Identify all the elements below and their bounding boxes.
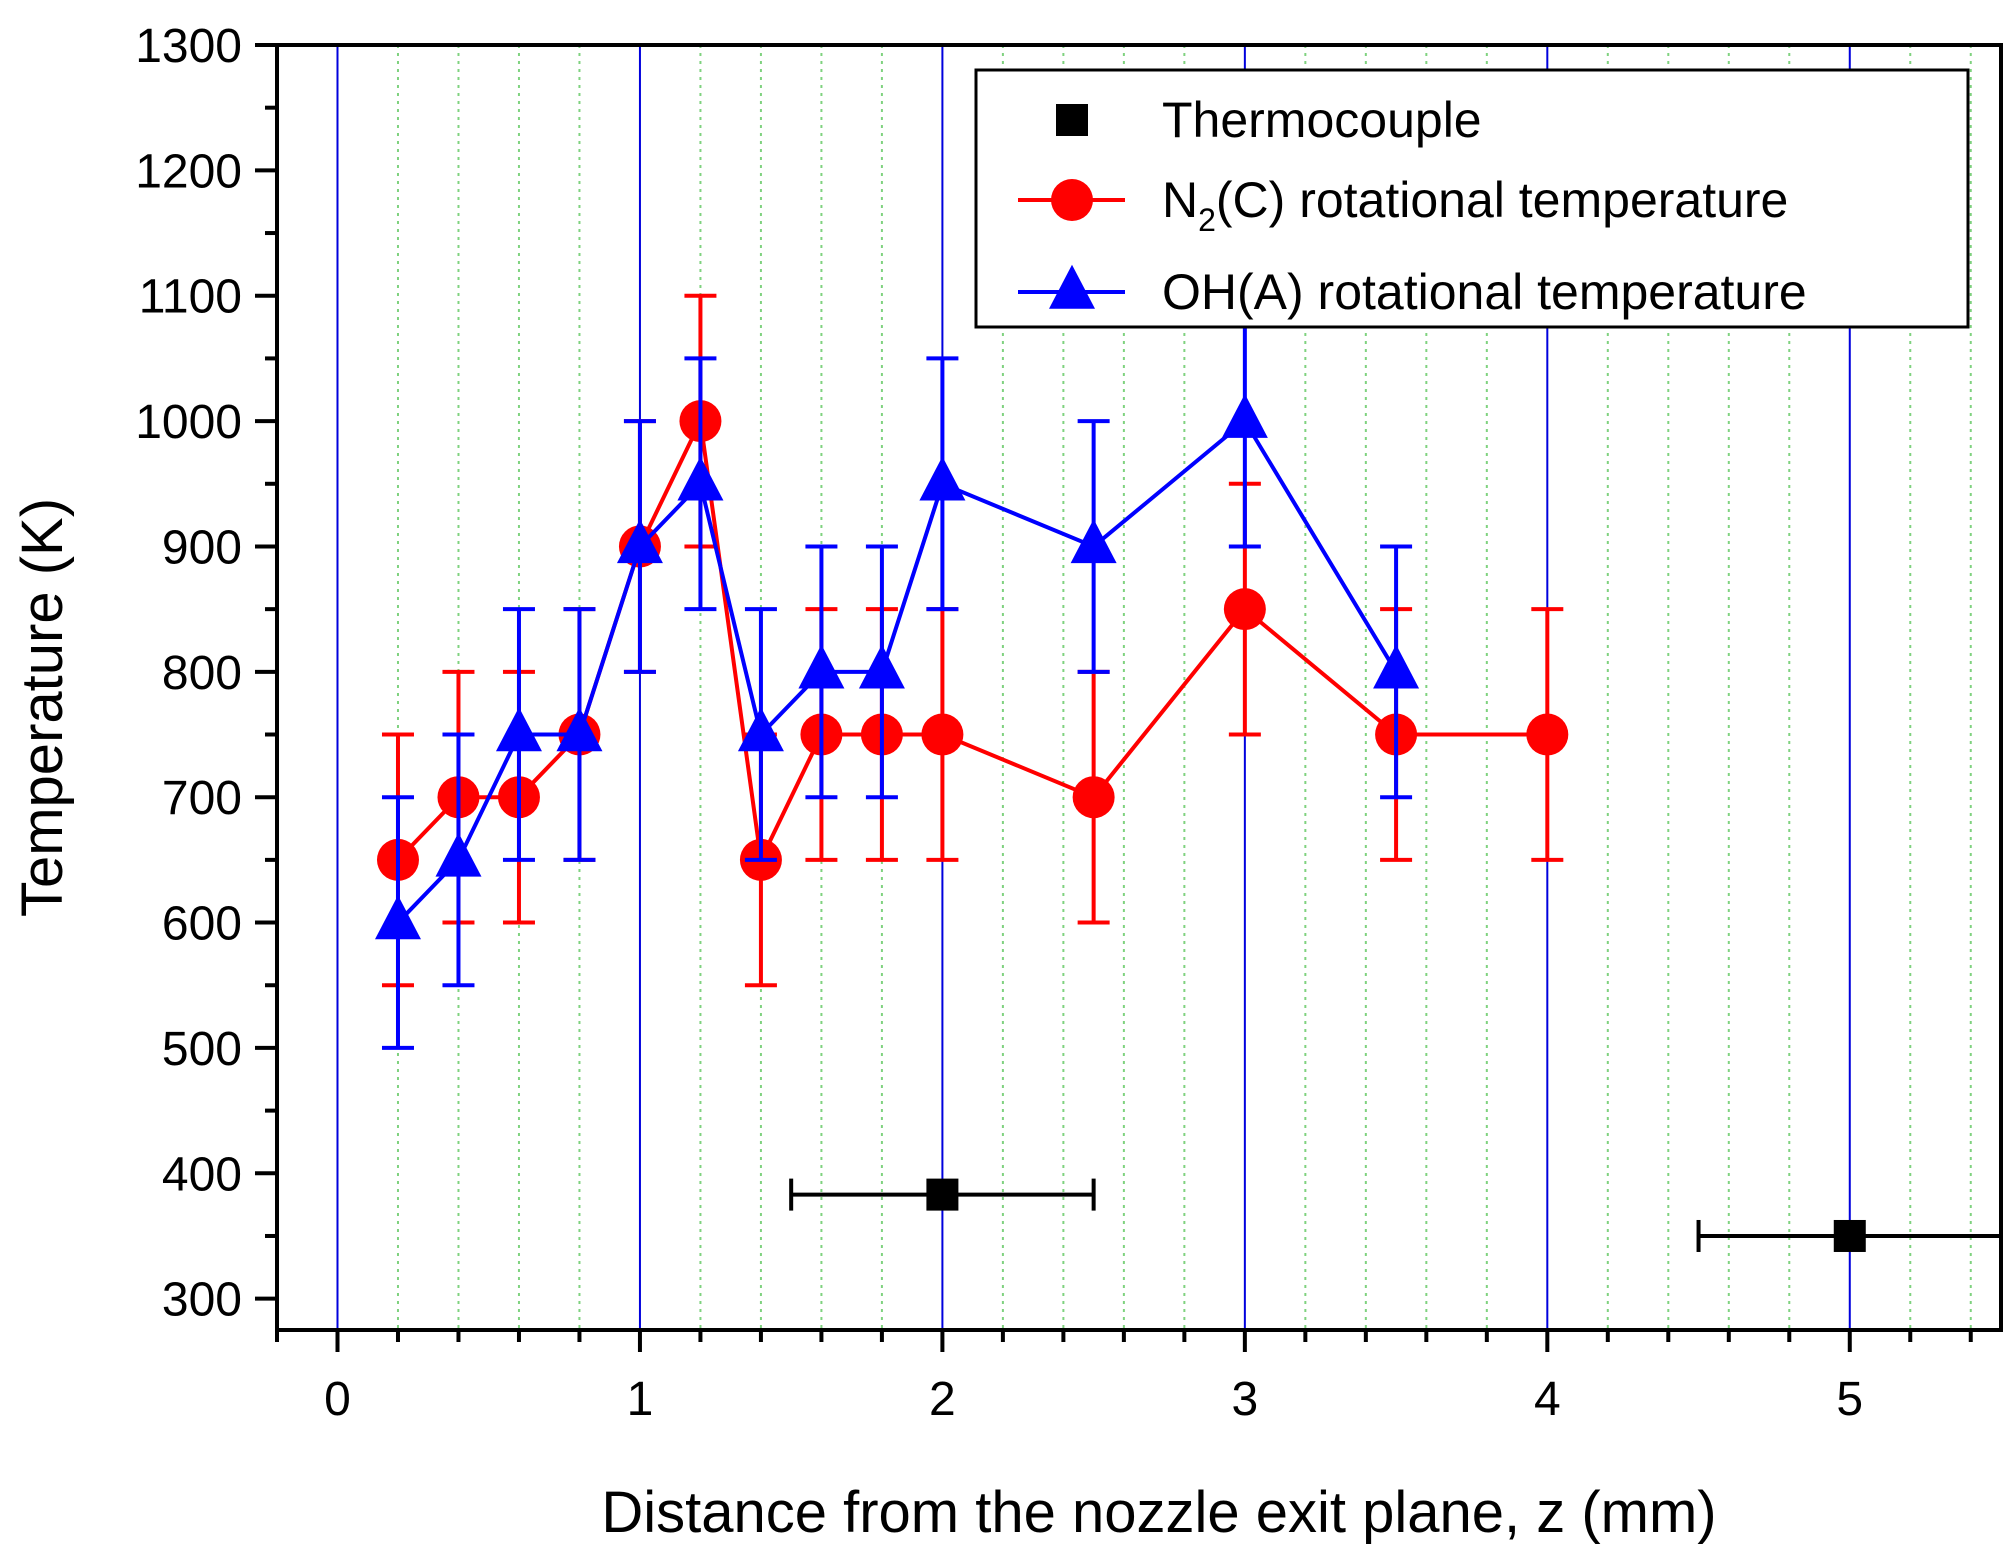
x-tick-label: 0 xyxy=(324,1373,351,1426)
y-tick-label: 600 xyxy=(162,898,242,951)
data-point xyxy=(919,456,966,501)
legend-label: OH(A) rotational temperature xyxy=(1162,264,1807,320)
legend-marker xyxy=(1051,179,1093,221)
x-tick-label: 4 xyxy=(1534,1373,1561,1426)
y-tick-label: 400 xyxy=(162,1148,242,1201)
x-tick-label: 1 xyxy=(627,1373,654,1426)
data-point xyxy=(926,1178,959,1211)
data-point xyxy=(921,713,964,756)
data-point xyxy=(1526,713,1569,756)
data-point xyxy=(858,644,905,689)
legend-marker xyxy=(1049,264,1095,309)
legend: Thermocouple N2(C) rotational temperature… xyxy=(974,68,1970,329)
plot-series xyxy=(374,293,2003,1252)
data-point xyxy=(1221,393,1268,438)
data-point xyxy=(616,519,663,564)
x-axis-label: Distance from the nozzle exit plane, z (… xyxy=(601,1480,1716,1545)
axes: 0 1 2 3 4 5 300 400 500 600 700 800 900 1000 1100 1200 1… xyxy=(135,20,2003,1426)
legend-label: N2(C) rotational temperature xyxy=(1162,172,1788,238)
y-tick-label: 800 xyxy=(162,647,242,700)
data-point xyxy=(435,832,482,877)
data-point xyxy=(556,707,603,752)
x-tick-label: 3 xyxy=(1232,1373,1259,1426)
y-tick-label: 500 xyxy=(162,1023,242,1076)
data-point xyxy=(374,895,421,940)
data-point xyxy=(1223,588,1266,631)
series-1 xyxy=(376,293,1569,988)
data-point xyxy=(1373,644,1420,689)
series-0 xyxy=(789,1178,2003,1252)
data-point xyxy=(495,707,542,752)
data-point xyxy=(1833,1219,1866,1252)
y-axis-label: Temperature (K) xyxy=(10,498,75,917)
data-point xyxy=(737,707,784,752)
plot-frame xyxy=(275,43,2003,1332)
y-tick-label: 1300 xyxy=(135,20,242,73)
y-tick-label: 1200 xyxy=(135,145,242,198)
x-tick-label: 5 xyxy=(1836,1373,1863,1426)
legend-marker xyxy=(1056,104,1088,136)
y-tick-label: 900 xyxy=(162,521,242,574)
data-point xyxy=(798,644,845,689)
data-point xyxy=(1072,776,1115,819)
y-tick-label: 1000 xyxy=(135,396,242,449)
legend-label: Thermocouple xyxy=(1162,92,1482,148)
series-2 xyxy=(374,293,1420,1050)
y-tick-label: 1100 xyxy=(139,271,242,324)
y-tick-label: 300 xyxy=(162,1274,242,1327)
data-point xyxy=(677,456,724,501)
x-tick-label: 2 xyxy=(929,1373,956,1426)
data-point xyxy=(1070,519,1117,564)
legend-box xyxy=(974,68,1970,329)
y-tick-label: 700 xyxy=(162,772,242,825)
